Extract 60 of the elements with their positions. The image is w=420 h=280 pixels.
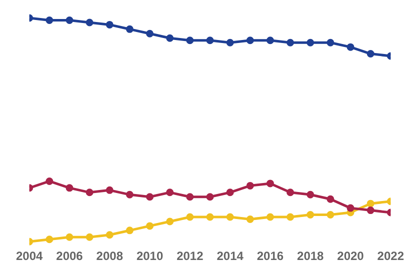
point [126, 226, 134, 234]
x-tick-label: 2022 [377, 249, 404, 264]
point [126, 190, 134, 198]
point [146, 222, 154, 230]
x-tick-label: 2008 [96, 249, 124, 264]
point [186, 193, 194, 201]
point [286, 38, 294, 46]
point [106, 231, 114, 239]
point [326, 211, 334, 219]
point [166, 34, 174, 42]
point [46, 236, 54, 244]
point [86, 233, 94, 241]
point [46, 177, 54, 185]
x-tick-label: 2020 [337, 249, 364, 264]
point [66, 16, 74, 24]
point [206, 193, 214, 201]
point [186, 36, 194, 44]
point [86, 18, 94, 26]
point [46, 16, 54, 24]
point [326, 195, 334, 203]
x-tick-label: 2004 [16, 249, 44, 264]
point [266, 36, 274, 44]
x-tick-label: 2018 [297, 249, 324, 264]
x-tick-label: 2016 [256, 249, 284, 264]
point [246, 182, 254, 190]
x-tick-label: 2010 [136, 249, 164, 264]
point [146, 30, 154, 38]
point [366, 206, 374, 214]
point [146, 193, 154, 201]
point [366, 50, 374, 58]
point [366, 200, 374, 208]
point [86, 188, 94, 196]
x-tick-label: 2006 [56, 249, 84, 264]
point [206, 36, 214, 44]
point [306, 38, 314, 46]
point [306, 211, 314, 219]
point [66, 184, 74, 192]
point [106, 20, 114, 28]
x-tick-label: 2012 [176, 249, 204, 264]
point [326, 38, 334, 46]
point [166, 218, 174, 226]
point [286, 188, 294, 196]
point [346, 43, 354, 51]
point [226, 38, 234, 46]
point [226, 213, 234, 221]
point [106, 186, 114, 194]
point [66, 233, 74, 241]
point [126, 25, 134, 33]
point [306, 190, 314, 198]
point [346, 204, 354, 212]
point [226, 188, 234, 196]
point [286, 213, 294, 221]
x-tick-label: 2014 [216, 249, 244, 264]
point [166, 188, 174, 196]
point [266, 213, 274, 221]
point [186, 213, 194, 221]
point [246, 215, 254, 223]
point [246, 36, 254, 44]
point [206, 213, 214, 221]
point [266, 180, 274, 188]
